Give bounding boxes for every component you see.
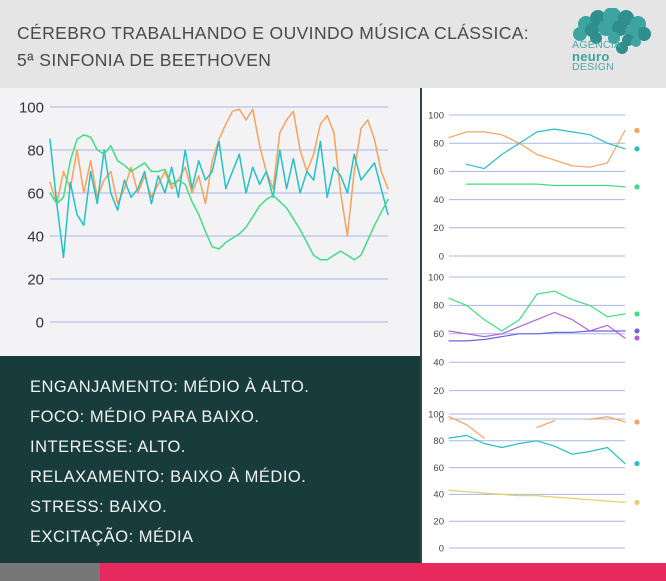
brain-lobe	[616, 42, 628, 54]
y-tick-label: 80	[433, 436, 444, 447]
summary-engagement: ENGANJAMENTO: MÉDIO À ALTO.	[30, 378, 310, 396]
chart-3: 100 80 60 40 20 0	[428, 409, 640, 554]
title-line-2: 5ª SINFONIA DE BEETHOVEN	[17, 50, 272, 70]
series-line-1	[49, 138, 389, 259]
series-end-dot-0	[634, 127, 640, 134]
y-tick-label: 100	[428, 272, 444, 283]
series-line-2	[49, 134, 389, 261]
y-tick-label: 80	[433, 139, 444, 150]
brain-lobe	[608, 32, 620, 44]
series-end-dot-2	[634, 184, 640, 190]
title-line-1: CÉREBRO TRABALHANDO E OUVINDO MÚSICA CLÁ…	[17, 23, 530, 43]
side-charts-panel: 100 80 60 40 20 0 100 80 60 40 20 0 100 80 60 40 20 0	[420, 88, 666, 563]
brain-lobe	[631, 37, 641, 47]
y-tick-label: 20	[433, 386, 444, 397]
brain-lobe	[590, 32, 602, 44]
y-tick-label: 60	[433, 463, 444, 474]
y-tick-label: 80	[27, 142, 44, 159]
logo-line-3: DESIGN	[572, 61, 615, 73]
summary-panel: ENGANJAMENTO: MÉDIO À ALTO. FOCO: MÉDIO …	[0, 356, 420, 563]
series-line-1	[448, 434, 626, 465]
y-tick-label: 20	[27, 271, 44, 288]
y-tick-label: 60	[433, 167, 444, 178]
y-tick-label: 40	[27, 228, 44, 245]
series-line-2	[466, 183, 626, 188]
series-line-0	[448, 129, 626, 168]
y-tick-label: 0	[439, 414, 444, 425]
y-tick-label: 40	[433, 358, 444, 369]
logo-line-2: neuro	[572, 49, 610, 64]
footer-bar-gray	[0, 563, 100, 581]
main-eeg-chart: 100 80 60 40 20 0	[19, 99, 389, 331]
summary-stress: STRESS: BAIXO.	[30, 498, 168, 516]
y-tick-label: 80	[433, 301, 444, 312]
series-end-dot-0	[634, 419, 640, 425]
summary-excitement: EXCITAÇÃO: MÉDIA	[30, 528, 194, 546]
summary-focus: FOCO: MÉDIO PARA BAIXO.	[30, 408, 260, 426]
series-end-dot-1	[634, 460, 640, 467]
series-line-0	[49, 108, 389, 237]
y-tick-label: 0	[36, 314, 44, 331]
y-tick-label: 40	[433, 195, 444, 206]
page-title: CÉREBRO TRABALHANDO E OUVINDO MÚSICA CLÁ…	[17, 20, 529, 74]
series-line-0	[448, 290, 626, 332]
summary-relaxation: RELAXAMENTO: BAIXO À MÉDIO.	[30, 468, 307, 486]
header: CÉREBRO TRABALHANDO E OUVINDO MÚSICA CLÁ…	[0, 0, 666, 88]
series-end-dot-2	[634, 499, 640, 506]
y-tick-label: 0	[439, 543, 444, 554]
series-line-0	[448, 416, 626, 439]
brain-lobe	[573, 27, 587, 41]
y-tick-label: 20	[433, 517, 444, 528]
y-tick-label: 60	[433, 329, 444, 340]
summary-interest: INTERESSE: ALTO.	[30, 438, 186, 456]
chart-0: 100 80 60 40 20 0	[19, 99, 389, 331]
chart-1: 100 80 60 40 20 0	[428, 110, 640, 262]
y-tick-label: 0	[439, 251, 444, 262]
logo: AGÊNCIA neuro DESIGN	[572, 40, 652, 73]
brain-lobe	[598, 20, 614, 36]
footer-bar-pink	[100, 563, 666, 581]
series-end-dot-0	[634, 311, 640, 317]
series-line-2	[448, 330, 626, 342]
y-tick-label: 100	[19, 99, 44, 116]
brain-lobe	[637, 27, 651, 41]
y-tick-label: 100	[428, 409, 444, 420]
series-end-dot-1	[634, 146, 640, 152]
y-tick-label: 60	[27, 185, 44, 202]
brain-icon	[573, 8, 651, 54]
chart-2: 100 80 60 40 20 0	[428, 272, 640, 425]
logo-line-1: AGÊNCIA	[572, 39, 622, 51]
series-end-dot-1	[634, 335, 640, 341]
series-line-1	[448, 311, 626, 339]
main-chart-panel: 100 80 60 40 20 0	[0, 88, 420, 356]
brain-lobe	[612, 20, 628, 36]
y-tick-label: 100	[428, 110, 444, 121]
series-end-dot-2	[634, 328, 640, 334]
y-tick-label: 40	[433, 490, 444, 501]
y-tick-label: 20	[433, 223, 444, 234]
series-line-2	[448, 489, 626, 503]
series-line-1	[466, 128, 626, 170]
